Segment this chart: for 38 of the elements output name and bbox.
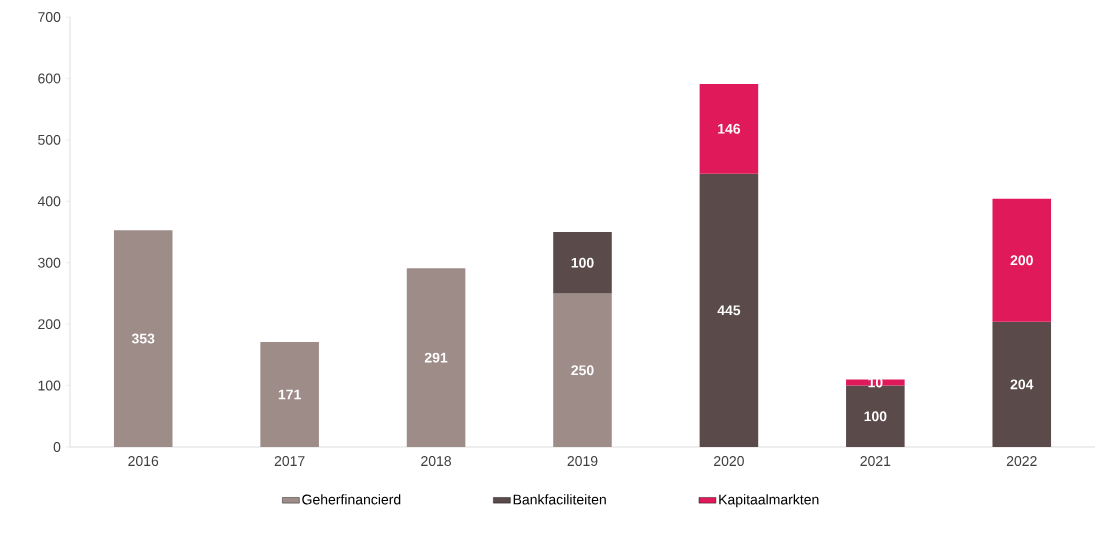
legend-label: Kapitaalmarkten (719, 494, 819, 508)
x-tick-label: 2019 (567, 456, 598, 467)
x-tick-label: 2022 (1006, 456, 1037, 467)
y-tick-label: 700 (38, 12, 61, 22)
y-tick-label: 600 (38, 73, 61, 84)
data-label: 250 (571, 365, 594, 376)
legend-label: Bankfaciliteiten (513, 494, 606, 505)
bar (553, 232, 612, 294)
bar (260, 341, 319, 447)
x-tick-label: 2017 (274, 456, 305, 467)
bar (992, 321, 1052, 447)
bar (406, 268, 466, 447)
data-label: 353 (131, 333, 155, 344)
bar (699, 173, 759, 447)
x-tick-label: 2018 (421, 456, 452, 467)
x-tick-label: 2020 (714, 456, 744, 467)
data-label: 171 (278, 389, 301, 400)
data-label: 445 (717, 305, 741, 316)
bar (113, 230, 173, 447)
data-label: 204 (1010, 379, 1034, 390)
data-label: 291 (424, 352, 448, 363)
x-tick-label: 2016 (128, 456, 159, 467)
bar (992, 198, 1052, 322)
data-label: 100 (864, 411, 887, 422)
y-tick-label: 500 (38, 134, 61, 145)
bar (699, 83, 759, 174)
y-tick-label: 100 (38, 380, 61, 391)
x-tick-label: 2021 (860, 456, 891, 467)
y-tick-label: 0 (53, 442, 61, 452)
bar (846, 379, 905, 386)
legend-label: Geherfinancierd (302, 494, 401, 505)
y-tick-label: 400 (37, 196, 61, 207)
data-label: 200 (1010, 255, 1033, 266)
data-label: 146 (718, 123, 741, 134)
y-tick-label: 300 (38, 257, 61, 268)
bar (553, 293, 612, 447)
data-label: 100 (571, 257, 594, 268)
y-tick-label: 200 (38, 319, 61, 330)
